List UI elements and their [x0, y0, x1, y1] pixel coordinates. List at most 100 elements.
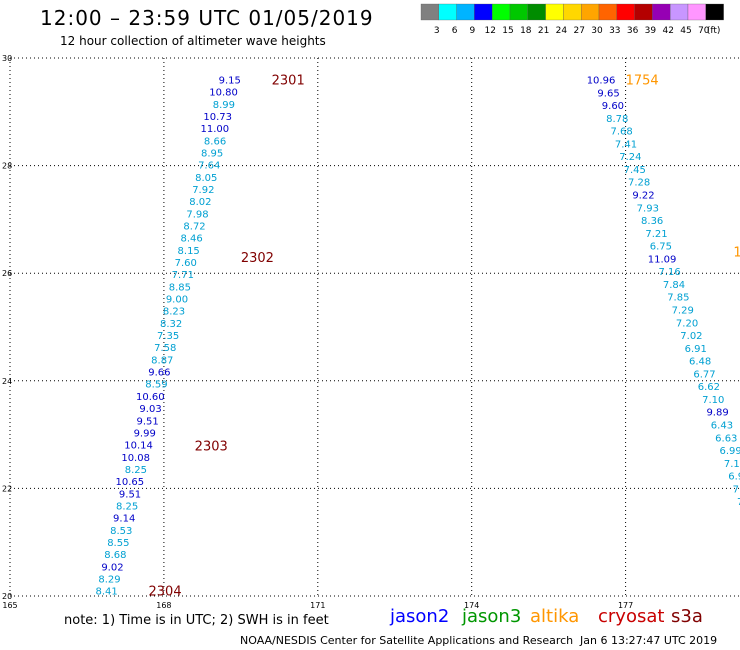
wave-height-value: 8.85 [169, 282, 191, 293]
lat-label: 20 [2, 592, 12, 601]
satellite-name-cryosat: cryosat [598, 606, 665, 627]
wave-height-value: 9.02 [101, 562, 123, 573]
pass-time-label: 1753 [733, 246, 740, 261]
wave-height-value: 8.25 [116, 501, 138, 512]
wave-height-value: 7.58 [154, 343, 176, 354]
legend-label: 15 [502, 26, 513, 36]
wave-height-value: 8.99 [213, 100, 235, 111]
legend-label: 3 [434, 26, 440, 36]
wave-height-value: 7.92 [192, 185, 214, 196]
wave-height-value: 7.10 [702, 395, 724, 406]
legend-label: 9 [470, 26, 476, 36]
lon-label: 174 [464, 601, 479, 610]
satellite-name-jason3: jason3 [462, 606, 522, 627]
wave-height-value: 7.41 [615, 139, 637, 150]
wave-height-value: 6.93 [728, 472, 740, 483]
wave-height-value: 9.00 [166, 295, 188, 306]
lat-label: 28 [2, 162, 12, 171]
pass-time-label: 2302 [241, 251, 274, 266]
wave-height-value: 7.84 [663, 280, 685, 291]
legend-label: 6 [452, 26, 458, 36]
wave-height-value: 8.95 [201, 149, 223, 160]
wave-height-value: 9.15 [219, 76, 241, 87]
wave-height-value: 6.99 [720, 446, 740, 457]
legend-label: 21 [538, 26, 549, 36]
wave-height-value: 10.65 [115, 477, 144, 488]
wave-height-value: 9.51 [119, 489, 141, 500]
footer-note: note: 1) Time is in UTC; 2) SWH is in fe… [64, 613, 329, 628]
wave-height-value: 10.08 [121, 453, 150, 464]
page-title: 12:00 – 23:59 UTC 01/05/2019 [40, 6, 374, 30]
wave-height-value: 9.60 [602, 101, 624, 112]
wave-height-value: 10.60 [136, 392, 165, 403]
lon-label: 177 [618, 601, 633, 610]
wave-height-value: 8.15 [178, 246, 200, 257]
lat-label: 30 [2, 54, 12, 63]
wave-height-value: 8.29 [98, 574, 120, 585]
wave-height-value: 7.16 [658, 267, 680, 278]
pass-time-label: 2303 [195, 439, 228, 454]
lat-label: 26 [2, 269, 12, 278]
wave-height-value: 10.73 [203, 112, 232, 123]
wave-height-value: 7.60 [175, 258, 197, 269]
wave-height-value: 7.02 [680, 331, 702, 342]
credit-text: NOAA/NESDIS Center for Satellite Applica… [240, 634, 574, 647]
wave-height-value: 7.21 [645, 229, 667, 240]
wave-height-value: 9.66 [148, 368, 170, 379]
wave-height-value: 6.43 [711, 421, 733, 432]
wave-height-value: 9.22 [632, 191, 654, 202]
satellite-name-s3a: s3a [671, 606, 703, 627]
pass-time-label: 2301 [272, 74, 305, 89]
wave-height-value: 8.53 [110, 526, 132, 537]
wave-height-value: 8.25 [125, 465, 147, 476]
legend-label: 30 [591, 26, 603, 36]
legend-label: 39 [645, 26, 657, 36]
pass-time-label: 1754 [626, 74, 659, 89]
legend-label: 33 [609, 26, 620, 36]
wave-height-value: 7.20 [676, 318, 698, 329]
wave-height-value: 6.62 [698, 382, 720, 393]
wave-height-value: 7.68 [611, 127, 633, 138]
generated-timestamp: Jan 6 13:27:47 UTC 2019 [580, 634, 718, 647]
wave-height-value: 9.99 [134, 428, 156, 439]
wave-height-value: 10.96 [587, 76, 616, 87]
satellite-name-jason2: jason2 [390, 606, 450, 627]
wave-height-value: 8.72 [183, 222, 205, 233]
lat-label: 22 [2, 484, 12, 493]
lon-label: 168 [156, 601, 171, 610]
legend-label: 18 [520, 26, 532, 36]
wave-height-value: 6.91 [685, 344, 707, 355]
wave-height-value: 7.29 [672, 306, 694, 317]
wave-height-value: 7.28 [628, 178, 650, 189]
wave-height-value: 8.23 [163, 307, 185, 318]
wave-height-value: 8.78 [606, 114, 628, 125]
wave-height-value: 8.46 [180, 234, 202, 245]
legend-unit: (ft) [707, 26, 721, 36]
wave-height-value: 10.14 [124, 441, 153, 452]
wave-height-value: 9.14 [113, 514, 135, 525]
wave-height-value: 11.09 [648, 254, 677, 265]
legend-label: 45 [680, 26, 691, 36]
wave-height-value: 7.98 [186, 209, 208, 220]
wave-height-value: 11.00 [200, 124, 229, 135]
wave-height-value: 6.63 [715, 433, 737, 444]
color-legend: 3 6 9 12 15 18 21 24 27 30 33 36 39 42 45 70(ft) [420, 3, 724, 36]
wave-height-value: 8.87 [151, 355, 173, 366]
wave-height-value: 7.93 [637, 203, 659, 214]
wave-height-value: 9.03 [139, 404, 161, 415]
wave-height-value: 7.53 [737, 497, 740, 508]
lon-label: 171 [310, 601, 325, 610]
wave-height-value: 8.59 [145, 380, 167, 391]
wave-height-value: 8.41 [95, 587, 117, 598]
satellite-name-altika: altika [530, 606, 580, 627]
page-subtitle: 12 hour collection of altimeter wave hei… [60, 34, 326, 48]
wave-height-value: 6.77 [693, 369, 715, 380]
wave-height-value: 7.15 [724, 459, 740, 470]
wave-height-value: 8.55 [107, 538, 129, 549]
legend-label: 12 [484, 26, 495, 36]
lon-label: 165 [2, 601, 17, 610]
wave-height-value: 10.80 [209, 88, 238, 99]
wave-height-value: 7.35 [157, 331, 179, 342]
legend-swatch [705, 3, 724, 21]
wave-height-value: 6.75 [650, 242, 672, 253]
